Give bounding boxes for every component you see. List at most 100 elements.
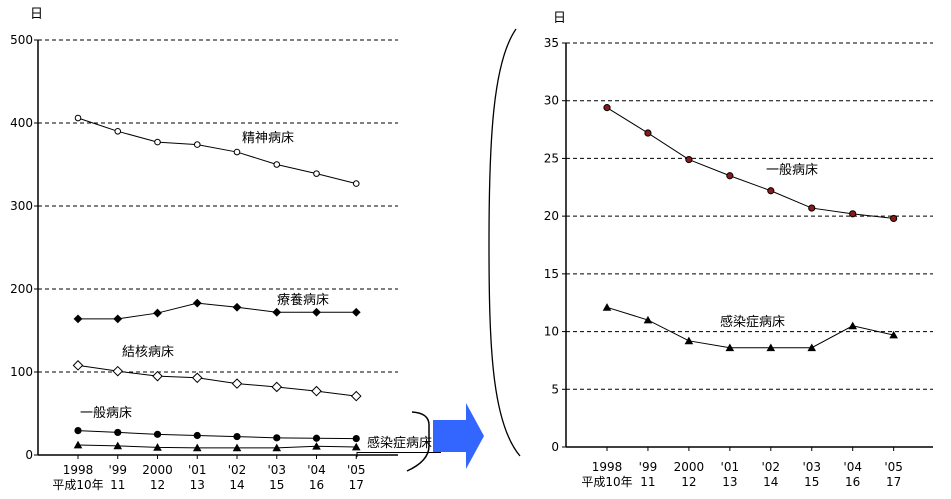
infectious-disease-beds-marker bbox=[232, 443, 242, 452]
general-beds-marker bbox=[312, 434, 321, 442]
x-tick-label-era: 11 bbox=[110, 478, 125, 492]
x-tick-label-era: 平成10年 bbox=[52, 478, 103, 492]
tuberculosis-beds-marker bbox=[311, 385, 322, 397]
x-tick-label-era: 15 bbox=[804, 475, 819, 489]
psychiatric-beds-marker bbox=[352, 180, 360, 187]
x-tick-label-year: '05 bbox=[884, 460, 903, 474]
x-tick-label-era: 16 bbox=[309, 478, 324, 492]
infectious-disease-beds-marker bbox=[889, 330, 898, 339]
x-tick-label-year: 1998 bbox=[63, 463, 94, 477]
infectious-disease-beds-marker bbox=[312, 442, 321, 450]
psychiatric-beds-marker bbox=[74, 114, 82, 122]
long-term-care-beds-marker bbox=[153, 308, 162, 318]
long-term-care-beds-marker bbox=[272, 307, 282, 317]
general-beds-marker bbox=[153, 430, 162, 438]
long-term-care-beds-marker bbox=[113, 314, 123, 324]
general-beds-marker bbox=[644, 129, 652, 137]
infectious-disease-beds-marker bbox=[113, 441, 123, 450]
x-tick-label-year: '03 bbox=[267, 463, 286, 477]
left-overview-chart: 01002003004005001998平成10年'9911200012'011… bbox=[10, 33, 398, 492]
infectious-disease-beds-marker bbox=[153, 443, 162, 451]
tuberculosis-beds-line bbox=[77, 364, 357, 397]
series-tuberculosis-beds bbox=[72, 360, 362, 402]
y-tick-label: 10 bbox=[544, 325, 559, 339]
general-beds-marker bbox=[114, 428, 122, 437]
tuberculosis-beds-series-label: 結核病床 bbox=[122, 345, 175, 360]
long-term-care-beds-line bbox=[78, 302, 357, 320]
infectious-disease-beds-marker bbox=[351, 442, 361, 451]
tuberculosis-beds-marker bbox=[72, 360, 84, 371]
series-general-beds bbox=[603, 104, 898, 223]
x-tick-label-year: '99 bbox=[639, 460, 658, 474]
zoom-arrow-icon bbox=[433, 403, 484, 469]
general-beds-marker bbox=[767, 187, 775, 195]
tuberculosis-beds-marker bbox=[231, 378, 243, 389]
infectious-disease-beds-marker bbox=[643, 315, 653, 324]
y-tick-label: 500 bbox=[10, 33, 33, 47]
psychiatric-beds-marker bbox=[233, 148, 241, 156]
x-tick-label-era: 15 bbox=[269, 478, 284, 492]
x-tick-label-year: '04 bbox=[307, 463, 326, 477]
tuberculosis-beds-marker bbox=[112, 365, 124, 377]
y-axis-labels: 0 5 10 15 20 25 30 35 bbox=[544, 36, 566, 454]
long-term-care-beds-marker bbox=[351, 307, 361, 317]
x-tick-label-era: 13 bbox=[722, 475, 737, 489]
x-tick-label-era: 16 bbox=[845, 475, 860, 489]
left-chart-unit-label: 日 bbox=[30, 7, 44, 22]
infectious-disease-beds-marker bbox=[272, 443, 282, 452]
general-beds-marker bbox=[603, 104, 611, 112]
y-axis-labels: 0 100 200 300 400 500 bbox=[10, 33, 38, 462]
series-psychiatric-beds bbox=[74, 114, 360, 187]
general-beds-marker bbox=[352, 434, 360, 443]
y-tick-label: 300 bbox=[10, 199, 33, 213]
tuberculosis-beds-marker bbox=[191, 372, 203, 384]
x-tick-label-year: 2000 bbox=[142, 463, 173, 477]
right-chart-unit-label: 日 bbox=[553, 11, 567, 26]
general-beds-line bbox=[606, 107, 894, 219]
x-tick-label-year: '99 bbox=[108, 463, 127, 477]
psychiatric-beds-marker bbox=[193, 141, 201, 148]
x-tick-label-era: 17 bbox=[349, 478, 364, 492]
general-beds-series-label-left: 一般病床 bbox=[80, 406, 133, 421]
psychiatric-beds-marker bbox=[114, 128, 122, 135]
general-beds-marker bbox=[726, 172, 734, 180]
series-infectious-disease-beds bbox=[602, 303, 898, 352]
psychiatric-beds-line bbox=[77, 117, 357, 185]
infectious-disease-beds-marker bbox=[602, 303, 612, 311]
infectious-disease-beds-marker bbox=[73, 440, 83, 449]
y-tick-label: 0 bbox=[25, 448, 33, 462]
y-tick-label: 30 bbox=[544, 94, 559, 108]
x-tick-label-era: 17 bbox=[886, 475, 901, 489]
x-tick-label-era: 13 bbox=[190, 478, 205, 492]
general-beds-marker bbox=[849, 210, 857, 218]
y-tick-label: 35 bbox=[544, 36, 559, 50]
x-tick-label-year: '03 bbox=[802, 460, 821, 474]
x-tick-label-era: 14 bbox=[763, 475, 778, 489]
infectious-disease-beds-series-label-right: 感染症病床 bbox=[720, 315, 786, 330]
infectious-disease-beds-line bbox=[606, 306, 894, 349]
long-term-care-beds-marker bbox=[73, 314, 83, 324]
infectious-disease-beds-marker bbox=[684, 336, 694, 345]
y-tick-label: 25 bbox=[544, 151, 559, 165]
y-tick-label: 20 bbox=[544, 209, 559, 223]
x-tick-label-year: '01 bbox=[721, 460, 740, 474]
general-beds-marker bbox=[685, 155, 693, 164]
y-tick-label: 5 bbox=[551, 382, 559, 396]
psychiatric-beds-marker bbox=[154, 138, 161, 146]
infectious-disease-beds-marker bbox=[725, 343, 735, 352]
long-term-care-beds-marker bbox=[192, 298, 202, 308]
general-beds-marker bbox=[233, 432, 241, 441]
x-tick-label-era: 11 bbox=[640, 475, 655, 489]
y-tick-label: 400 bbox=[10, 116, 33, 130]
tuberculosis-beds-marker bbox=[152, 370, 163, 382]
x-tick-label-year: '02 bbox=[228, 463, 247, 477]
infectious-disease-beds-marker bbox=[192, 443, 202, 452]
left-parenthesis-decoration bbox=[488, 28, 521, 457]
infectious-disease-beds-marker bbox=[848, 321, 857, 330]
general-beds-line bbox=[77, 430, 357, 440]
general-beds-marker bbox=[193, 431, 201, 440]
